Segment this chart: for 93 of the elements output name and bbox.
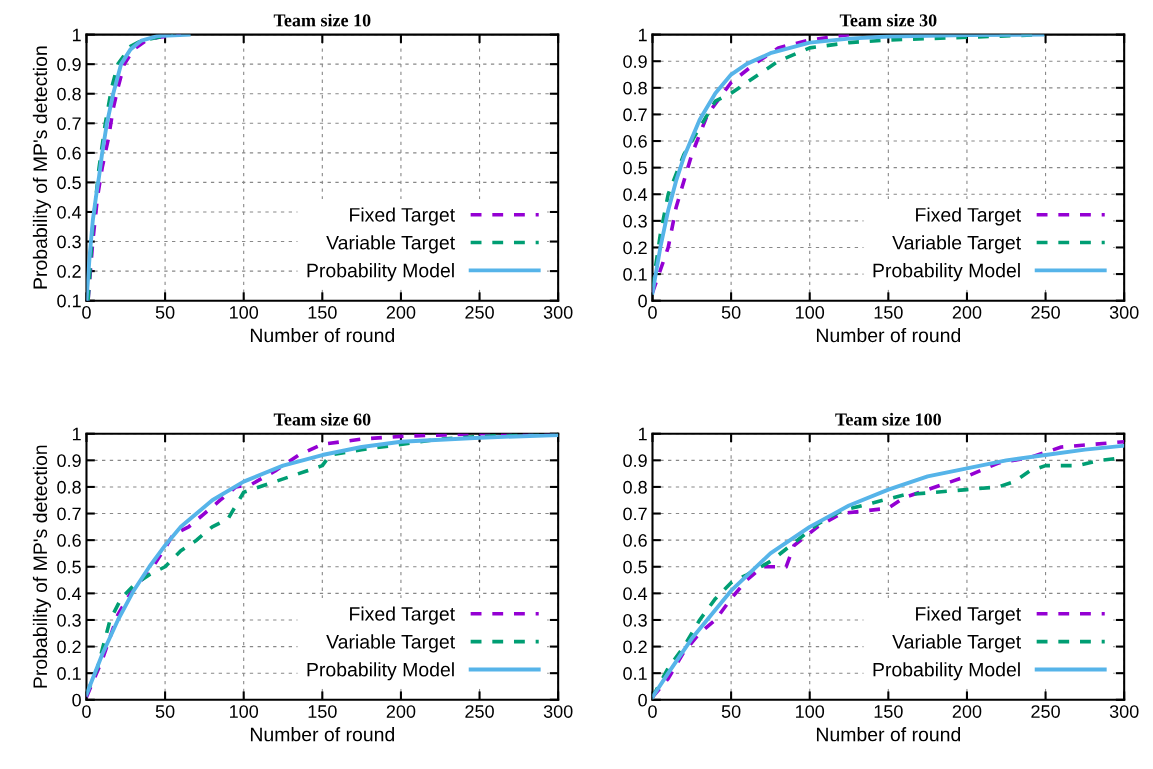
chart-title: Team size 100 [835,412,941,426]
y-tick-label: 0.7 [623,507,647,521]
legend-label: Probability Model [307,662,454,681]
y-tick-label: 0 [72,693,81,707]
y-tick-label: 0.4 [57,587,82,601]
y-tick-label: 0.5 [57,176,81,190]
y-tick-label: 0.7 [57,507,81,521]
x-axis-title: Number of round [250,327,395,343]
x-tick-label: 0 [648,306,657,319]
x-axis-title: Number of round [250,727,395,742]
y-tick-label: 0.6 [57,146,81,160]
x-tick-label: 150 [308,705,337,718]
y-tick-label: 0.2 [623,241,647,255]
x-tick-label: 100 [230,306,259,319]
y-tick-label: 0.3 [623,214,647,228]
x-tick-label: 250 [465,705,494,718]
y-tick-label: 0.3 [57,613,81,627]
y-tick-label: 0.5 [623,560,647,574]
x-tick-label: 50 [721,705,741,718]
y-tick-label: 0.6 [623,534,647,547]
y-tick-label: 0 [638,294,647,308]
x-tick-label: 200 [386,306,416,319]
legend-label: Probability Model [873,662,1020,681]
x-tick-label: 100 [230,705,259,718]
y-tick-label: 0 [638,693,647,707]
y-tick-label: 1 [638,28,647,42]
x-tick-label: 300 [543,306,573,319]
y-tick-label: 1 [72,28,81,42]
y-tick-label: 0.9 [57,58,81,71]
y-tick-label: 0.2 [57,265,81,278]
x-tick-label: 50 [721,306,741,319]
chart-title: Team size 30 [839,13,937,27]
y-tick-label: 0.8 [57,87,81,101]
x-tick-label: 200 [952,705,982,718]
x-axis-title: Number of round [816,727,961,742]
y-axis-title: Probability of MP's detection [32,46,51,289]
legend-label: Variable Target [892,634,1021,653]
x-tick-label: 150 [308,306,337,319]
y-tick-label: 0.9 [623,454,647,468]
y-tick-label: 0.1 [57,667,81,680]
legend-label: Fixed Target [350,207,455,226]
x-tick-label: 0 [82,705,91,718]
y-tick-label: 0.8 [623,480,647,494]
x-tick-label: 50 [155,306,175,319]
y-tick-label: 0.4 [57,205,82,219]
x-tick-label: 200 [386,705,416,718]
chart-title: Team size 10 [273,13,371,27]
y-axis-title: Probability of MP's detection [32,445,51,688]
y-tick-label: 0.5 [623,161,647,175]
x-tick-label: 0 [82,306,91,319]
x-tick-label: 100 [796,705,825,718]
x-tick-label: 50 [155,705,175,718]
legend-label: Variable Target [326,235,455,254]
y-tick-label: 1 [72,427,81,441]
y-tick-label: 0.2 [57,640,81,654]
y-tick-label: 0.6 [623,134,647,148]
legend-label: Variable Target [892,235,1021,254]
legend-label: Variable Target [326,634,455,653]
chart-title: Team size 60 [273,412,371,426]
x-tick-label: 0 [648,705,657,718]
x-tick-label: 250 [465,306,494,319]
y-tick-label: 0.4 [623,188,648,201]
x-tick-label: 150 [874,306,903,319]
x-tick-label: 300 [543,705,573,718]
legend-label: Probability Model [873,263,1020,282]
y-tick-label: 0.7 [57,117,81,131]
y-tick-label: 0.2 [623,640,647,654]
x-tick-label: 150 [874,705,903,718]
y-tick-label: 0.1 [623,268,647,281]
x-tick-label: 300 [1109,705,1139,718]
x-tick-label: 100 [796,306,825,319]
y-tick-label: 1 [638,427,647,441]
x-axis-title: Number of round [816,327,961,343]
y-tick-label: 0.6 [57,534,81,547]
x-tick-label: 250 [1031,306,1060,319]
y-tick-label: 0.3 [623,613,647,627]
y-tick-label: 0.8 [57,480,81,494]
legend-label: Fixed Target [916,207,1021,226]
y-tick-label: 0.5 [57,560,81,574]
x-tick-label: 300 [1109,306,1139,319]
y-tick-label: 0.9 [623,55,647,68]
y-tick-label: 0.9 [57,454,81,468]
y-tick-label: 0.4 [623,587,648,601]
x-tick-label: 250 [1031,705,1060,718]
y-tick-label: 0.1 [57,294,81,308]
x-tick-label: 200 [952,306,982,319]
y-tick-label: 0.7 [623,108,647,122]
y-tick-label: 0.3 [57,235,81,249]
legend-label: Fixed Target [916,606,1021,625]
y-tick-label: 0.8 [623,81,647,95]
legend-label: Fixed Target [350,606,455,625]
legend-label: Probability Model [307,263,454,282]
y-tick-label: 0.1 [623,667,647,680]
